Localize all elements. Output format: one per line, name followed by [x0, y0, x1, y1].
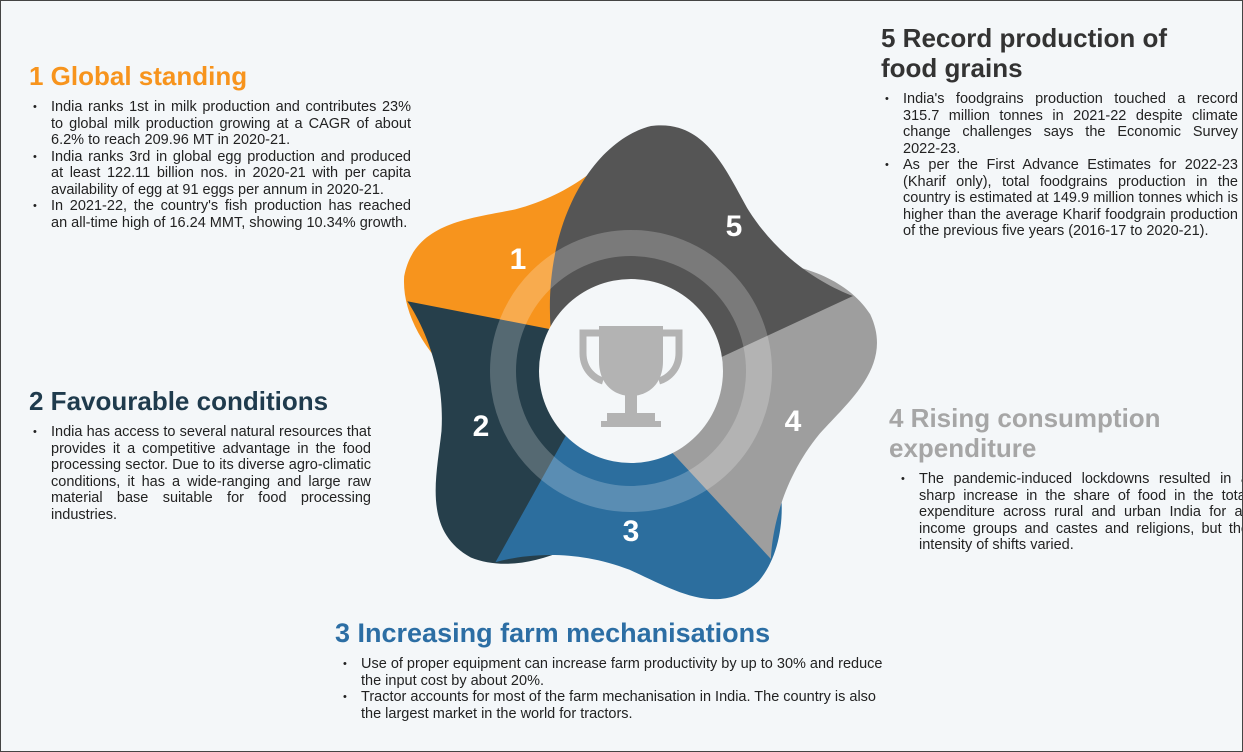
cup	[599, 326, 663, 396]
section-1: 1 Global standing India ranks 1st in mil…	[29, 61, 411, 231]
bullet: Use of proper equipment can increase far…	[343, 656, 895, 689]
bullet: India has access to several natural reso…	[33, 424, 371, 523]
bullet: India ranks 1st in milk production and c…	[33, 99, 411, 149]
petal-shape	[549, 125, 853, 361]
trophy-icon	[579, 326, 683, 427]
stem	[625, 393, 637, 415]
petal-number: 1	[510, 243, 527, 276]
section-2: 2 Favourable conditions India has access…	[29, 386, 371, 523]
title: 5 Record production of food grains	[881, 23, 1167, 83]
title: 2 Favourable conditions	[29, 386, 329, 416]
petal-shape	[625, 260, 877, 559]
bullet: The pandemic-induced lockdowns resulted …	[901, 471, 1242, 554]
petal-number: 3	[623, 515, 640, 548]
section-3: 3 Increasing farm mechanisations Use of …	[335, 618, 895, 722]
petal-number: 5	[726, 210, 743, 243]
ring	[490, 230, 772, 512]
bullet: In 2021-22, the country's fish productio…	[33, 198, 411, 231]
petal	[549, 125, 853, 361]
title: 1 Global standing	[29, 61, 248, 91]
bullet: India ranks 3rd in global egg production…	[33, 149, 411, 199]
section-4: 4 Rising consumption expenditure The pan…	[889, 403, 1242, 554]
bullet: As per the First Advance Estimates for 2…	[885, 157, 1238, 240]
petal	[625, 260, 877, 559]
bullet: India's foodgrains production touched a …	[885, 91, 1238, 157]
petal-number: 4	[785, 405, 802, 438]
base-foot	[601, 421, 661, 427]
handles	[579, 329, 683, 385]
section-5: 5 Record production of food grains India…	[881, 23, 1238, 240]
bullet: Tractor accounts for most of the farm me…	[343, 689, 895, 722]
petal-number: 2	[473, 410, 490, 443]
title: 3 Increasing farm mechanisations	[335, 618, 771, 648]
title: 4 Rising consumption expenditure	[889, 403, 1161, 463]
base	[607, 413, 655, 423]
